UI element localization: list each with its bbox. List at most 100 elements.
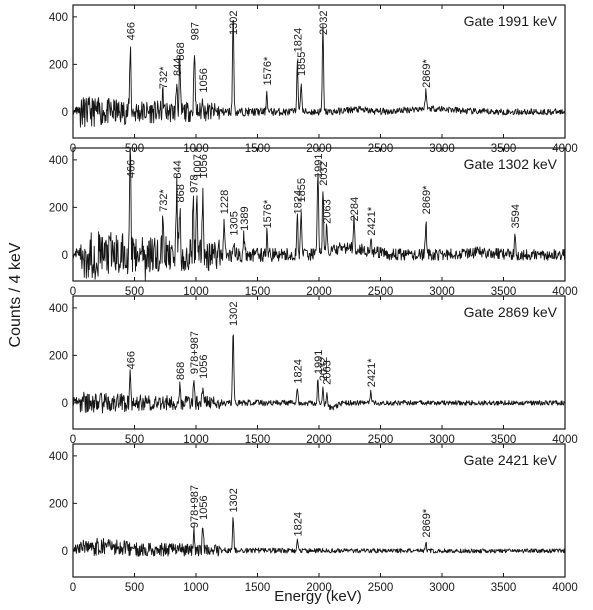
peak-label: 466 (125, 22, 137, 40)
x-tick-label: 4000 (552, 582, 578, 594)
y-tick-label: 0 (62, 398, 68, 410)
panel-title: Gate 1302 keV (464, 156, 558, 172)
panel-title: Gate 2869 keV (464, 304, 558, 320)
peak-label: 2284 (349, 197, 361, 221)
peak-label: 2421* (366, 206, 378, 235)
x-tick-label: 4000 (552, 434, 578, 446)
peak-label: 1302 (228, 301, 240, 325)
spectrum-trace (72, 517, 566, 557)
x-tick-label: 3000 (429, 582, 455, 594)
spectrum-panel: Gate 1991 keV050010001500200025003000350… (49, 4, 578, 155)
peak-label: 978+987 (189, 331, 201, 374)
peak-label: 1576* (262, 199, 274, 228)
peak-label: 1824 (292, 190, 304, 214)
peak-label: 978+987 (189, 485, 201, 528)
peak-label: 868 (175, 42, 187, 60)
peak-label: 2032 (318, 357, 330, 381)
peak-label: 868 (175, 184, 187, 202)
x-tick-label: 3500 (491, 434, 517, 446)
y-tick-label: 400 (49, 12, 68, 24)
y-tick-label: 200 (49, 59, 68, 71)
x-axis-label: Energy (keV) (274, 588, 362, 605)
peak-label: 1056 (198, 354, 210, 378)
peak-label: 2063 (322, 199, 334, 223)
peak-label: 1991 (313, 154, 325, 178)
peak-label: 987 (189, 22, 201, 40)
peak-label: 1056 (198, 495, 210, 519)
x-tick-label: 1500 (245, 434, 271, 446)
x-tick-label: 1000 (183, 582, 209, 594)
peak-label: 1855 (296, 52, 308, 76)
peak-label: 1576* (262, 56, 274, 85)
y-tick-label: 200 (49, 498, 68, 510)
y-tick-label: 200 (49, 350, 68, 362)
y-tick-label: 400 (49, 451, 68, 463)
x-tick-label: 2500 (368, 434, 394, 446)
peak-label: 1302 (228, 10, 240, 34)
peak-label: 466 (125, 351, 137, 369)
peak-label: 2032 (318, 10, 330, 34)
x-tick-label: 2000 (306, 286, 332, 298)
peak-label: 3594 (510, 204, 522, 228)
peak-label: 2869* (421, 185, 433, 214)
peak-label: 978 (188, 175, 200, 193)
peak-label: 2421* (366, 358, 378, 387)
x-tick-label: 0 (70, 434, 76, 446)
peak-label: 732* (158, 66, 170, 89)
x-tick-label: 3500 (491, 286, 517, 298)
peak-label: 1389 (239, 206, 251, 230)
peak-label: 1824 (292, 512, 304, 536)
peak-label: 2063 (322, 360, 334, 384)
peak-label: 1991 (313, 350, 325, 374)
peak-label: 2869* (421, 508, 433, 537)
x-tick-label: 3000 (429, 434, 455, 446)
peak-label: 1302 (228, 488, 240, 512)
peak-label: 466 (125, 160, 137, 178)
x-tick-label: 1000 (183, 434, 209, 446)
x-tick-label: 1500 (245, 286, 271, 298)
y-tick-label: 0 (62, 546, 68, 558)
peak-label: 1056 (198, 68, 210, 92)
panel-title: Gate 1991 keV (464, 13, 558, 29)
peak-label: 2869* (421, 58, 433, 87)
peak-label: 732* (158, 189, 170, 212)
x-tick-label: 4000 (552, 286, 578, 298)
x-tick-label: 1000 (183, 286, 209, 298)
peak-label: 868 (175, 362, 187, 380)
peak-label: 1305 (229, 211, 241, 235)
x-tick-label: 2000 (306, 434, 332, 446)
x-tick-label: 2500 (368, 582, 394, 594)
x-tick-label: 3000 (429, 286, 455, 298)
peak-label: 1824 (292, 359, 304, 383)
peak-label: 2032 (318, 161, 330, 185)
peak-label: 844 (172, 58, 184, 76)
x-tick-label: 500 (125, 434, 144, 446)
y-tick-label: 400 (49, 303, 68, 315)
peak-label: 1228 (219, 190, 231, 214)
peak-label: 1007 (192, 154, 204, 178)
x-tick-label: 0 (70, 286, 76, 298)
y-axis-label: Counts / 4 keV (7, 242, 24, 347)
y-tick-label: 0 (62, 107, 68, 119)
y-tick-label: 400 (49, 155, 68, 167)
x-tick-label: 1500 (245, 582, 271, 594)
x-tick-label: 0 (70, 582, 76, 594)
spectrum-trace (72, 20, 566, 128)
x-tick-label: 3500 (491, 582, 517, 594)
peak-label: 844 (172, 160, 184, 178)
x-tick-label: 500 (125, 582, 144, 594)
peak-label: 1855 (296, 178, 308, 202)
x-tick-label: 2000 (306, 582, 332, 594)
x-tick-label: 500 (125, 286, 144, 298)
peak-label: 1056 (198, 154, 210, 178)
peak-label: 1824 (292, 28, 304, 52)
y-tick-label: 0 (62, 250, 68, 262)
spectrum-trace (72, 147, 566, 281)
spectrum-trace (72, 334, 566, 414)
y-tick-label: 200 (49, 202, 68, 214)
x-tick-label: 2500 (368, 286, 394, 298)
